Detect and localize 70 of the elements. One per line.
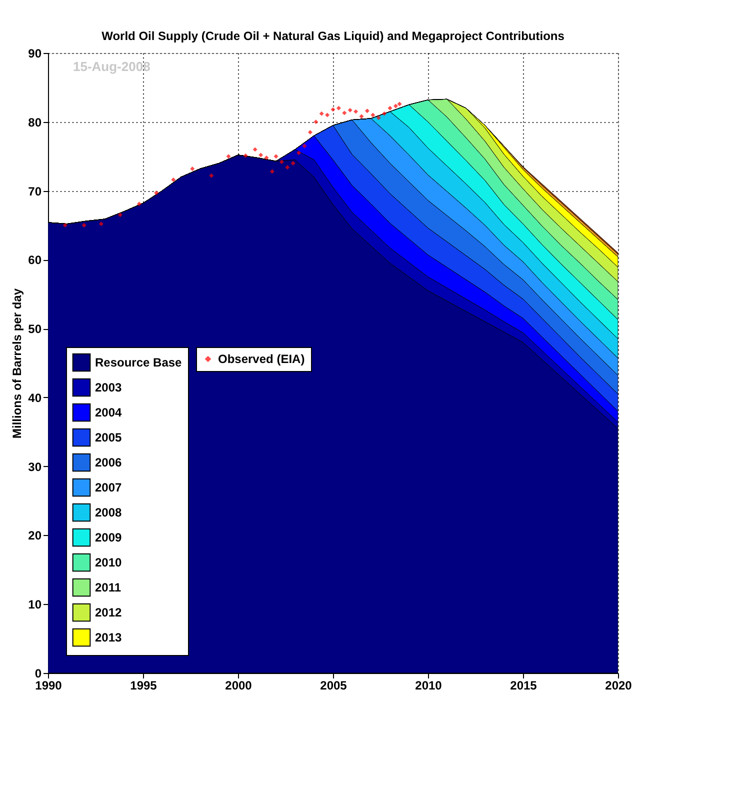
point <box>62 222 68 228</box>
legend-label: 2012 <box>95 606 122 620</box>
point <box>359 114 364 119</box>
y-tick-label: 90 <box>28 46 42 60</box>
x-tick-label: 2010 <box>415 678 442 692</box>
point <box>279 160 284 164</box>
point <box>388 106 392 110</box>
legend-label: 2005 <box>95 430 122 444</box>
legend-label: 2007 <box>95 480 122 494</box>
point <box>348 108 352 112</box>
point <box>336 106 341 110</box>
x-tick-label: 2015 <box>510 678 538 692</box>
point <box>319 111 324 116</box>
point <box>314 120 318 124</box>
point <box>330 107 336 112</box>
point <box>154 190 159 196</box>
point <box>364 108 370 114</box>
point <box>376 116 381 120</box>
y-tick-label: 40 <box>28 390 42 405</box>
point <box>285 165 290 170</box>
legend-label: 2011 <box>95 580 122 594</box>
x-tick-label: 1990 <box>35 678 62 692</box>
y-tick-label: 20 <box>28 528 42 543</box>
point <box>243 153 248 158</box>
legend-label: 2004 <box>95 406 122 420</box>
point <box>370 112 376 118</box>
point <box>270 169 274 174</box>
x-tick-label: 2000 <box>225 678 252 692</box>
point <box>382 111 387 116</box>
point <box>274 154 278 159</box>
point <box>296 150 302 156</box>
y-tick-label: 30 <box>28 460 42 474</box>
point <box>136 202 142 206</box>
point <box>308 130 312 134</box>
point <box>302 144 307 148</box>
y-tick-label: 0 <box>34 666 42 680</box>
point <box>325 112 330 118</box>
legend-label: Observed (EIA) <box>218 352 305 366</box>
legend-label: 2013 <box>95 630 122 644</box>
point <box>171 178 176 182</box>
point <box>354 109 358 114</box>
legend-label: Resource Base <box>95 356 182 370</box>
legend-label: 2006 <box>95 456 122 470</box>
y-tick-label: 50 <box>28 322 42 336</box>
legend-label: 2009 <box>95 530 122 544</box>
legend-label: 2008 <box>95 506 122 520</box>
point <box>118 212 122 218</box>
y-tick-label: 70 <box>28 184 42 198</box>
point <box>98 222 104 226</box>
point <box>258 152 264 158</box>
y-tick-label: 60 <box>28 253 42 268</box>
point <box>190 166 195 171</box>
point <box>226 154 231 159</box>
point <box>342 110 347 116</box>
x-tick-label: 2020 <box>605 678 632 692</box>
y-axis-title: Millions of Barrels per day <box>10 288 24 439</box>
x-tick-label: 1995 <box>130 678 158 692</box>
y-tick-label: 10 <box>28 598 42 612</box>
point <box>290 160 296 166</box>
chart-title: World Oil Supply (Crude Oil + Natural Gas Liquid) and Megaproject Contributions <box>102 29 565 43</box>
point <box>209 173 214 178</box>
point <box>393 104 398 108</box>
point <box>82 222 86 228</box>
legend-label: 2010 <box>95 556 122 570</box>
x-tick-label: 2005 <box>320 678 348 692</box>
y-tick-label: 80 <box>28 115 42 130</box>
legend-label: 2003 <box>95 380 122 394</box>
point <box>397 102 402 106</box>
point <box>264 155 269 160</box>
point <box>252 147 258 152</box>
